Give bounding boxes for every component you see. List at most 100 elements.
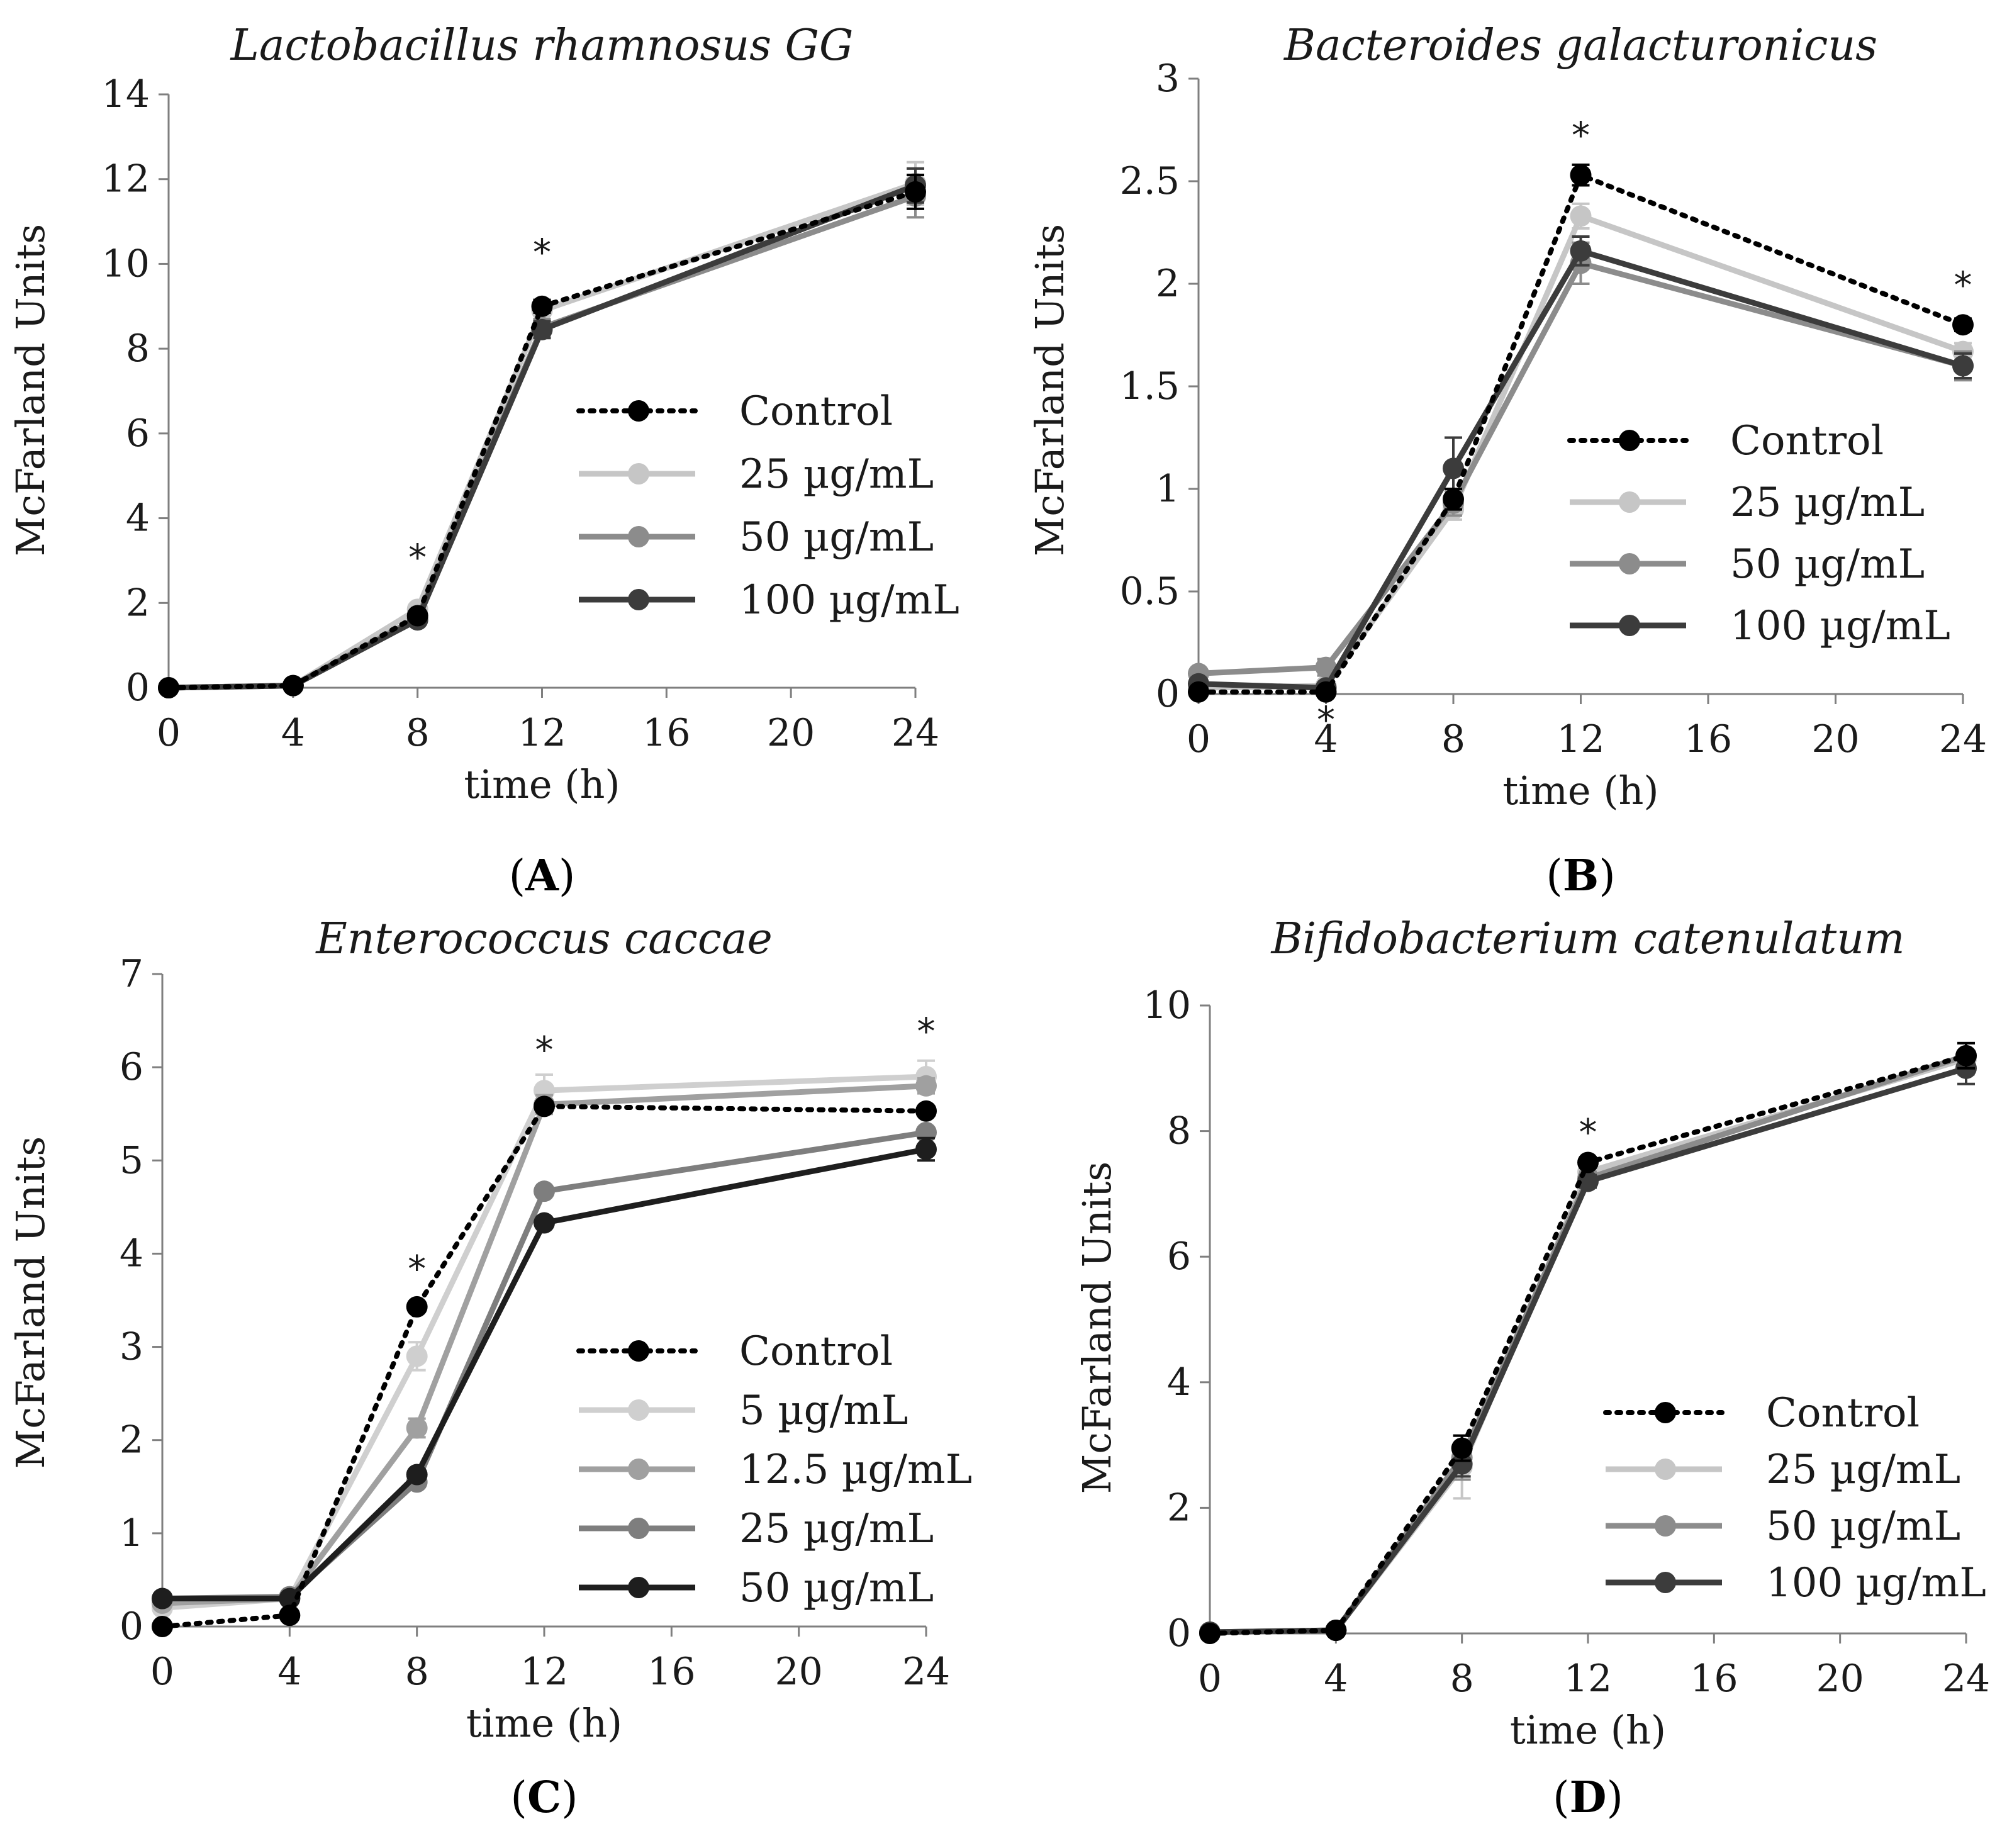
legend-swatch-marker bbox=[628, 1399, 649, 1421]
y-tick-label: 6 bbox=[126, 412, 150, 456]
x-tick-label: 12 bbox=[518, 711, 566, 755]
x-tick-label: 0 bbox=[1187, 717, 1210, 761]
legend-swatch-marker bbox=[1655, 1515, 1676, 1537]
data-point bbox=[158, 677, 179, 698]
significance-star: * bbox=[408, 1248, 426, 1291]
legend-swatch-marker bbox=[628, 1340, 649, 1362]
x-tick-label: 20 bbox=[774, 1650, 822, 1694]
legend-item-50-ug-ml: 50 µg/mL bbox=[1606, 1503, 1960, 1550]
chart-title: Lactobacillus rhamnosus GG bbox=[230, 21, 854, 70]
legend-item-25-ug-ml: 25 µg/mL bbox=[1606, 1447, 1960, 1493]
y-tick-label: 1 bbox=[120, 1511, 143, 1555]
y-tick-label: 12 bbox=[102, 157, 150, 201]
x-tick-label: 24 bbox=[902, 1650, 950, 1694]
legend-item-100-ug-ml: 100 µg/mL bbox=[579, 577, 959, 624]
legend-label: 50 µg/mL bbox=[1766, 1503, 1960, 1550]
legend-swatch-marker bbox=[628, 526, 649, 547]
legend-swatch-marker bbox=[628, 1577, 649, 1598]
x-tick-label: 24 bbox=[1942, 1657, 1990, 1701]
data-point bbox=[152, 1616, 173, 1637]
data-point bbox=[1952, 314, 1974, 336]
data-point bbox=[915, 1138, 937, 1160]
chart-panel-b: Bacteroides galacturonicus 0 0.5 1 1.5 2 2.5 3 0… bbox=[1027, 21, 1987, 901]
x-tick-label: 16 bbox=[1684, 717, 1732, 761]
y-tick-label: 6 bbox=[1167, 1235, 1191, 1279]
legend-label: 12.5 µg/mL bbox=[739, 1447, 972, 1493]
data-point bbox=[1952, 355, 1974, 377]
series-line bbox=[160, 1104, 929, 1629]
data-point bbox=[406, 1464, 428, 1486]
legend-swatch-marker bbox=[628, 589, 649, 610]
significance-star: * bbox=[533, 231, 551, 274]
data-point bbox=[1451, 1453, 1473, 1475]
significance-star: * bbox=[917, 1010, 936, 1053]
y-axis-title: McFarland Units bbox=[1074, 1162, 1120, 1494]
y-tick-label: 4 bbox=[1167, 1360, 1191, 1404]
legend-label: 50 µg/mL bbox=[1730, 541, 1925, 588]
legend-item-5-ug-ml: 5 µg/mL bbox=[579, 1387, 908, 1434]
data-point bbox=[1451, 1437, 1473, 1459]
legend-label: 25 µg/mL bbox=[1730, 479, 1925, 526]
x-tick-label: 12 bbox=[1557, 717, 1604, 761]
legend-label: 100 µg/mL bbox=[739, 577, 959, 624]
x-tick-label: 16 bbox=[642, 711, 690, 755]
data-point bbox=[282, 675, 304, 697]
y-tick-label: 5 bbox=[120, 1138, 143, 1182]
data-point bbox=[1577, 1151, 1599, 1173]
series-control bbox=[1199, 1041, 1977, 1644]
x-tick-label: 8 bbox=[405, 1650, 429, 1694]
panel-label-open-paren: ( bbox=[1553, 1773, 1570, 1823]
legend-swatch-marker bbox=[1619, 491, 1640, 513]
legend-label: 100 µg/mL bbox=[1766, 1560, 1986, 1606]
panel-label-letter: A bbox=[525, 851, 559, 901]
legend-swatch-marker bbox=[628, 1459, 649, 1480]
y-tick-label: 10 bbox=[1143, 983, 1191, 1028]
legend-swatch-marker bbox=[628, 1518, 649, 1539]
x-tick-label: 4 bbox=[281, 711, 305, 755]
legend-item-control: Control bbox=[576, 1328, 893, 1375]
y-tick-label: 2 bbox=[120, 1418, 143, 1462]
x-axis-title: time (h) bbox=[1510, 1707, 1666, 1753]
data-point bbox=[1188, 681, 1209, 703]
significance-star: * bbox=[1579, 1111, 1597, 1154]
legend-item-25-ug-ml: 25 µg/mL bbox=[579, 1506, 934, 1552]
x-tick-label: 4 bbox=[277, 1650, 301, 1694]
data-point bbox=[1315, 681, 1337, 703]
data-point bbox=[152, 1588, 173, 1610]
data-point bbox=[915, 1100, 937, 1122]
y-tick-label: 0.5 bbox=[1120, 569, 1180, 613]
panel-label: (C) bbox=[510, 1772, 578, 1823]
y-tick-label: 0 bbox=[126, 666, 150, 710]
data-point bbox=[1325, 1620, 1347, 1642]
panel-label-letter: C bbox=[527, 1772, 561, 1823]
significance-star: * bbox=[535, 1029, 554, 1072]
legend-item-50-ug-ml: 50 µg/mL bbox=[579, 1565, 934, 1611]
x-tick-label: 16 bbox=[1690, 1657, 1738, 1701]
data-point bbox=[531, 295, 553, 317]
legend: Control 25 µg/mL 50 µg/mL 100 µg/mL bbox=[1567, 418, 1950, 649]
y-tick-label: 3 bbox=[1156, 57, 1180, 101]
x-tick-label: 20 bbox=[1816, 1657, 1864, 1701]
x-axis-title: time (h) bbox=[1502, 768, 1658, 814]
legend-swatch-marker bbox=[1619, 430, 1640, 451]
legend: Control 25 µg/mL 50 µg/mL 100 µg/mL bbox=[576, 388, 959, 624]
y-tick-label: 6 bbox=[120, 1045, 143, 1089]
legend-label: 5 µg/mL bbox=[739, 1387, 908, 1434]
data-point bbox=[534, 1212, 555, 1234]
legend-swatch-marker bbox=[1655, 1459, 1676, 1480]
data-point bbox=[406, 1417, 428, 1439]
series-line bbox=[1196, 172, 1965, 695]
data-point bbox=[1570, 205, 1592, 227]
series-control bbox=[158, 173, 926, 698]
legend-item-12-5-ug-ml: 12.5 µg/mL bbox=[579, 1447, 972, 1493]
data-point bbox=[406, 1345, 428, 1367]
y-tick-label: 2.5 bbox=[1120, 159, 1180, 203]
x-tick-label: 24 bbox=[892, 711, 939, 755]
data-point bbox=[1443, 457, 1464, 479]
panel-label-letter: B bbox=[1563, 851, 1599, 901]
panel-label-close-paren: ) bbox=[1606, 1773, 1623, 1823]
legend-item-control: Control bbox=[1603, 1390, 1920, 1436]
legend-item-control: Control bbox=[1567, 418, 1884, 464]
data-point bbox=[1199, 1623, 1221, 1644]
